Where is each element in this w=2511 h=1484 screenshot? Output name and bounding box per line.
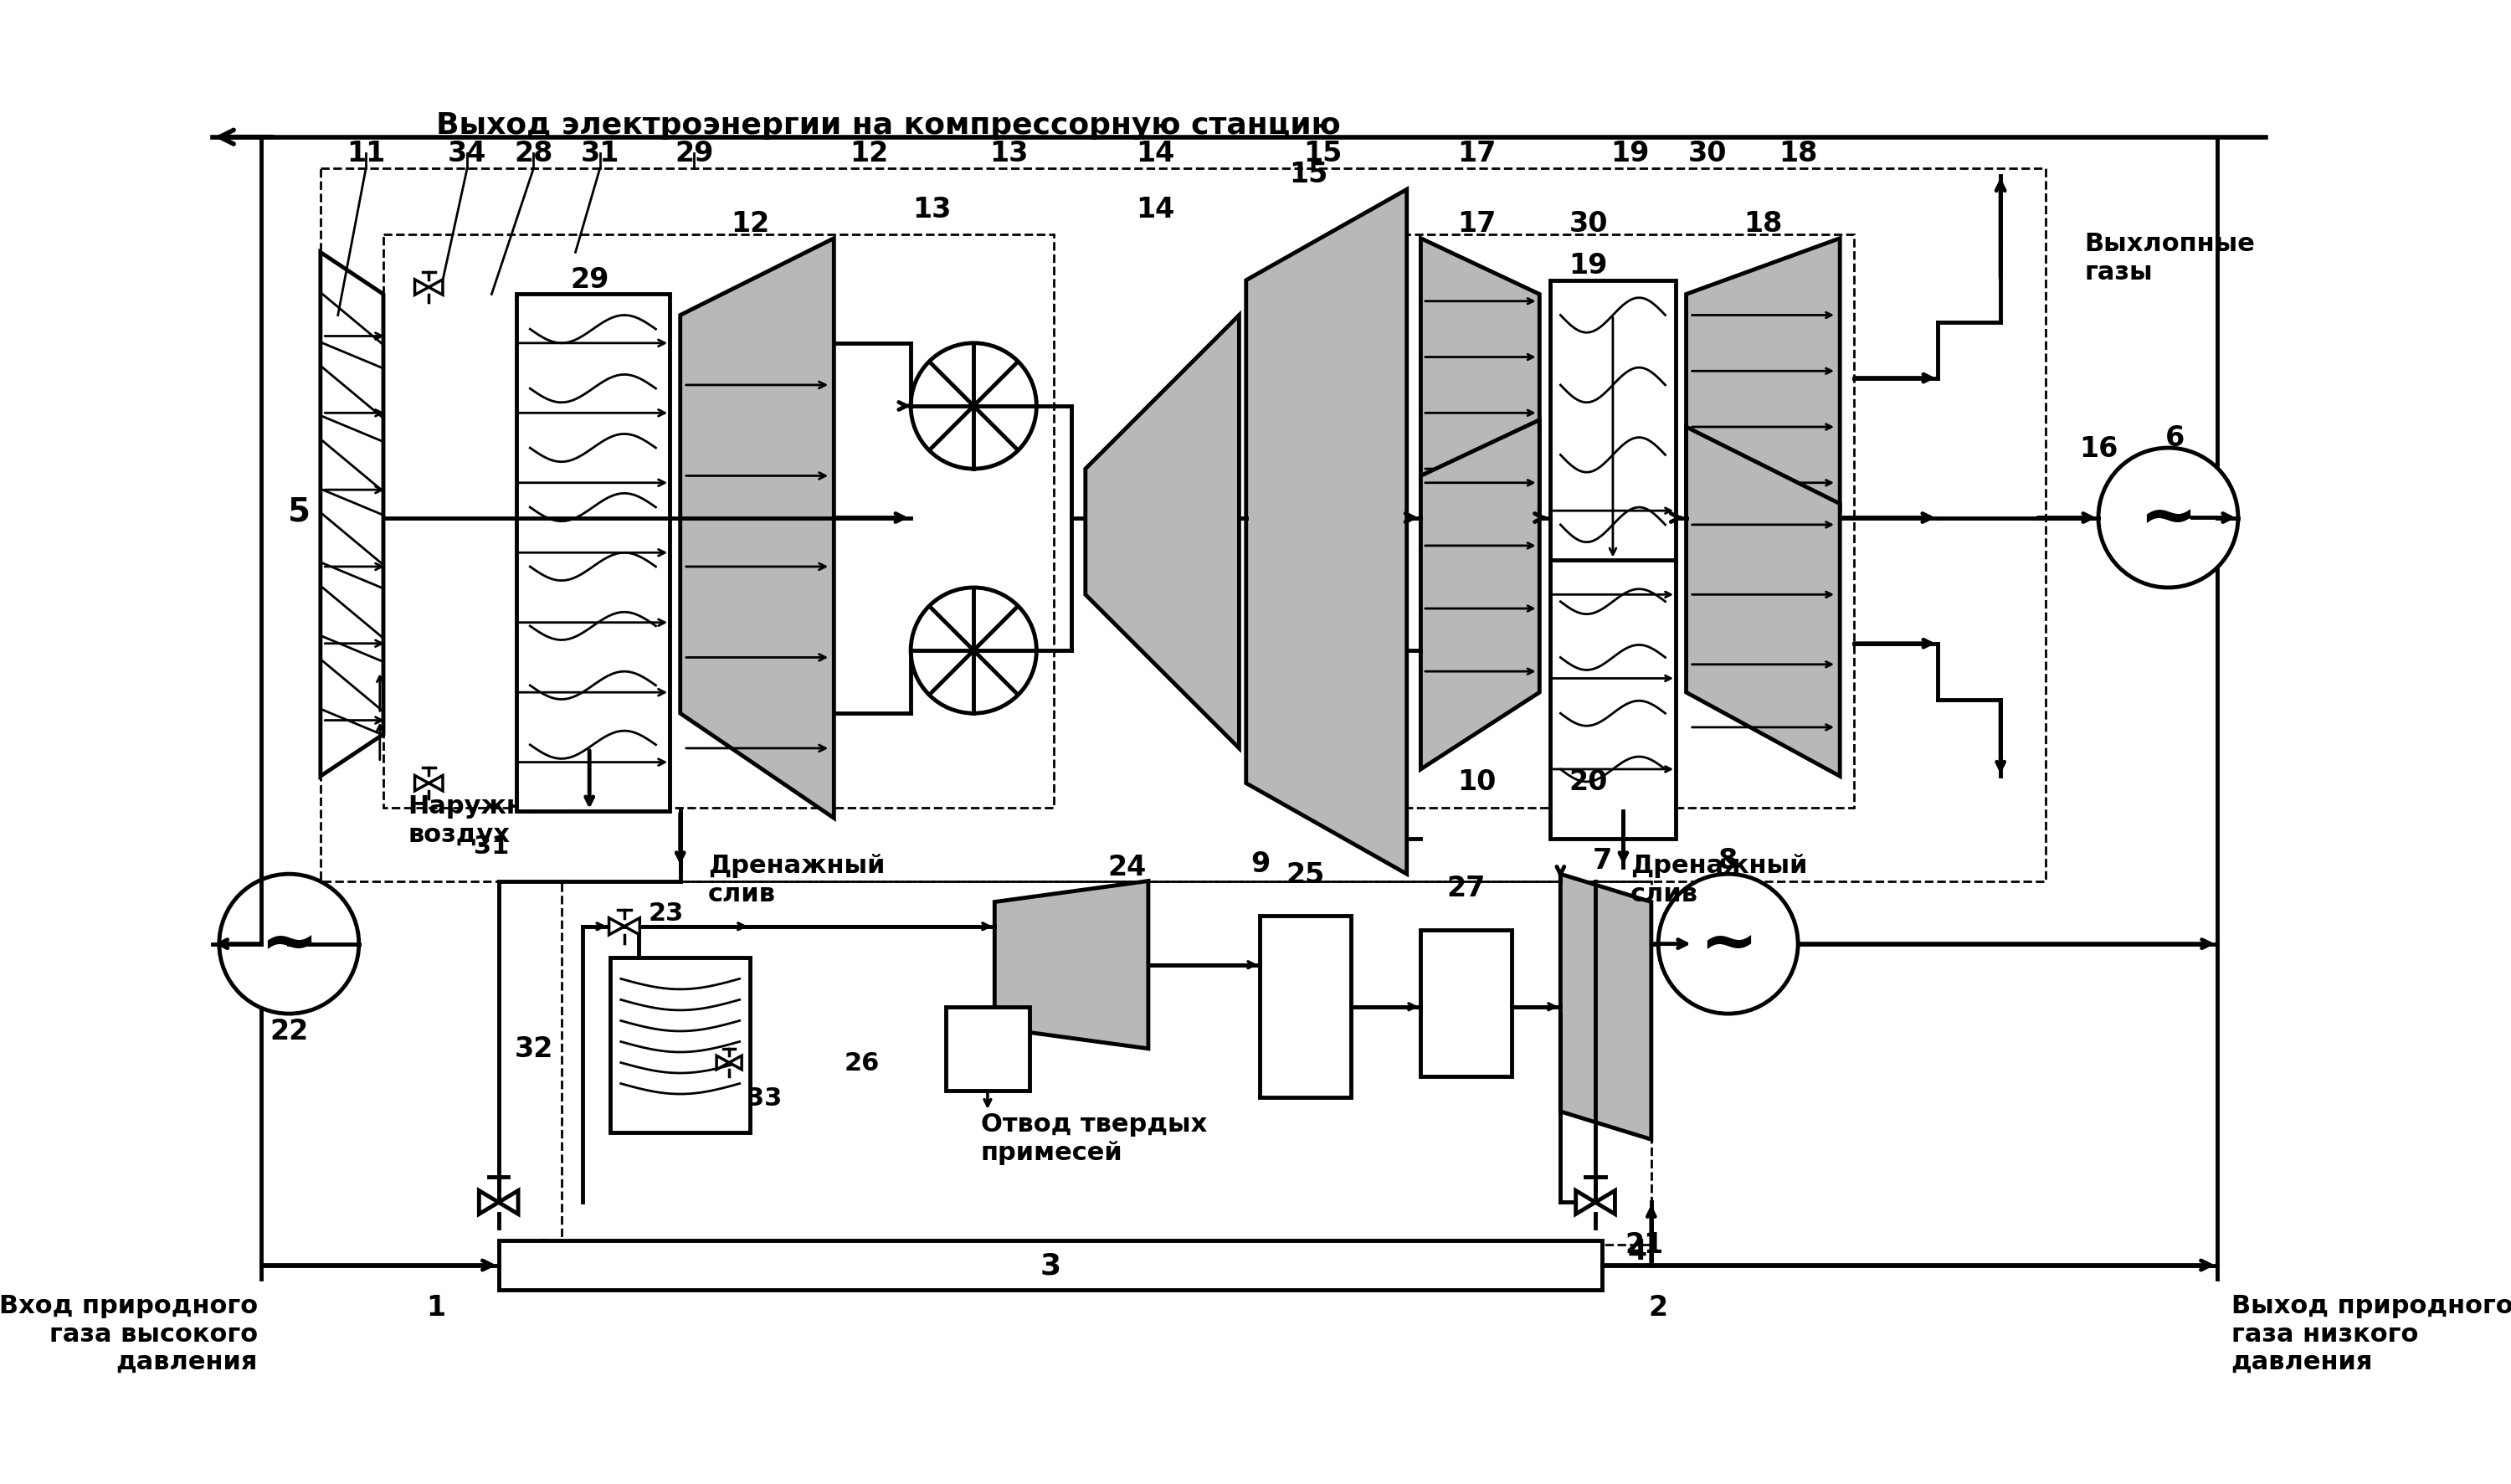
Text: 9: 9 [1250,850,1271,877]
Text: 1: 1 [427,1294,444,1321]
Polygon shape [429,776,442,791]
Text: Выход электроэнергии на компрессорную станцию: Выход электроэнергии на компрессорную ст… [437,111,1341,139]
Circle shape [1657,874,1798,1014]
Bar [1549,280,1675,840]
Polygon shape [716,1057,728,1070]
Polygon shape [1687,427,1841,776]
Bar [1261,916,1351,1098]
Text: 11: 11 [347,139,384,168]
Polygon shape [1687,239,1841,518]
Text: 13: 13 [911,196,952,224]
Text: 3: 3 [1040,1251,1062,1279]
Bar [947,1008,1030,1091]
Text: 31: 31 [475,834,510,859]
Text: 21: 21 [1625,1230,1665,1258]
Circle shape [2099,448,2237,588]
Text: 4: 4 [1627,1238,1647,1266]
Polygon shape [994,881,1148,1049]
Polygon shape [1245,190,1406,874]
Polygon shape [1559,874,1652,1140]
Bar [517,295,670,812]
Polygon shape [625,919,640,935]
Text: Наружный
воздух: Наружный воздух [407,794,565,846]
Polygon shape [1577,1190,1594,1214]
Bar [562,881,1652,1245]
Text: 8: 8 [1718,846,1738,874]
Text: Выход природного
газа низкого
давления: Выход природного газа низкого давления [2232,1293,2511,1374]
Text: 14: 14 [1135,196,1175,224]
Bar [384,236,1055,807]
Circle shape [218,874,359,1014]
Text: 27: 27 [1446,874,1487,902]
Text: Дренажный
слив: Дренажный слив [708,853,886,905]
Polygon shape [680,239,834,819]
Text: 7: 7 [1592,846,1612,874]
Text: Вход природного
газа высокого
давления: Вход природного газа высокого давления [0,1293,259,1374]
Text: 23: 23 [648,901,683,925]
Bar [1366,236,1853,807]
Text: 12: 12 [731,209,768,237]
Text: 25: 25 [1286,861,1326,887]
Text: ~: ~ [1700,910,1758,978]
Text: 34: 34 [447,139,487,168]
Bar [500,1241,1602,1290]
Text: 5: 5 [289,496,311,527]
Text: 30: 30 [1569,209,1607,237]
Text: 20: 20 [1569,769,1607,795]
Text: 31: 31 [580,139,620,168]
Text: 12: 12 [849,139,889,168]
Text: ~: ~ [259,910,319,978]
Bar [610,959,751,1132]
Polygon shape [1085,316,1238,748]
Text: 4: 4 [530,1238,550,1266]
Text: 15: 15 [1303,139,1343,168]
Text: 13: 13 [989,139,1027,168]
Text: 19: 19 [1569,252,1607,279]
Text: 10: 10 [1456,769,1497,795]
Polygon shape [429,280,442,295]
Text: Выхлопные
газы: Выхлопные газы [2084,232,2255,285]
Text: 18: 18 [1778,139,1818,168]
Polygon shape [1421,420,1539,770]
Text: 26: 26 [844,1051,879,1074]
Text: 29: 29 [675,139,713,168]
Text: 16: 16 [2079,435,2117,462]
Text: 14: 14 [1135,139,1175,168]
Text: ~: ~ [2139,484,2197,552]
Polygon shape [728,1057,741,1070]
Text: 2: 2 [1650,1294,1667,1321]
Polygon shape [1421,239,1539,582]
Text: 17: 17 [1456,209,1497,237]
Circle shape [911,588,1037,714]
Text: Дренажный
слив: Дренажный слив [1630,853,1808,905]
Polygon shape [500,1190,517,1214]
Text: Отвод твердых
примесей: Отвод твердых примесей [982,1112,1208,1163]
Text: 29: 29 [570,266,608,294]
Polygon shape [480,1190,500,1214]
Text: 22: 22 [269,1018,309,1045]
Text: 6: 6 [2164,424,2185,451]
Polygon shape [414,280,429,295]
Circle shape [911,344,1037,469]
Text: 24: 24 [1107,853,1148,881]
Bar [1421,930,1512,1077]
Text: 28: 28 [515,139,552,168]
Text: 32: 32 [515,1034,552,1063]
Polygon shape [610,919,625,935]
Text: 15: 15 [1291,160,1328,188]
Text: 17: 17 [1456,139,1497,168]
Text: 30: 30 [1687,139,1728,168]
Polygon shape [321,252,384,776]
Text: 33: 33 [746,1086,781,1110]
Text: 19: 19 [1612,139,1650,168]
Polygon shape [414,776,429,791]
Text: 18: 18 [1743,209,1783,237]
Bar [321,169,2046,881]
Polygon shape [1594,1190,1615,1214]
